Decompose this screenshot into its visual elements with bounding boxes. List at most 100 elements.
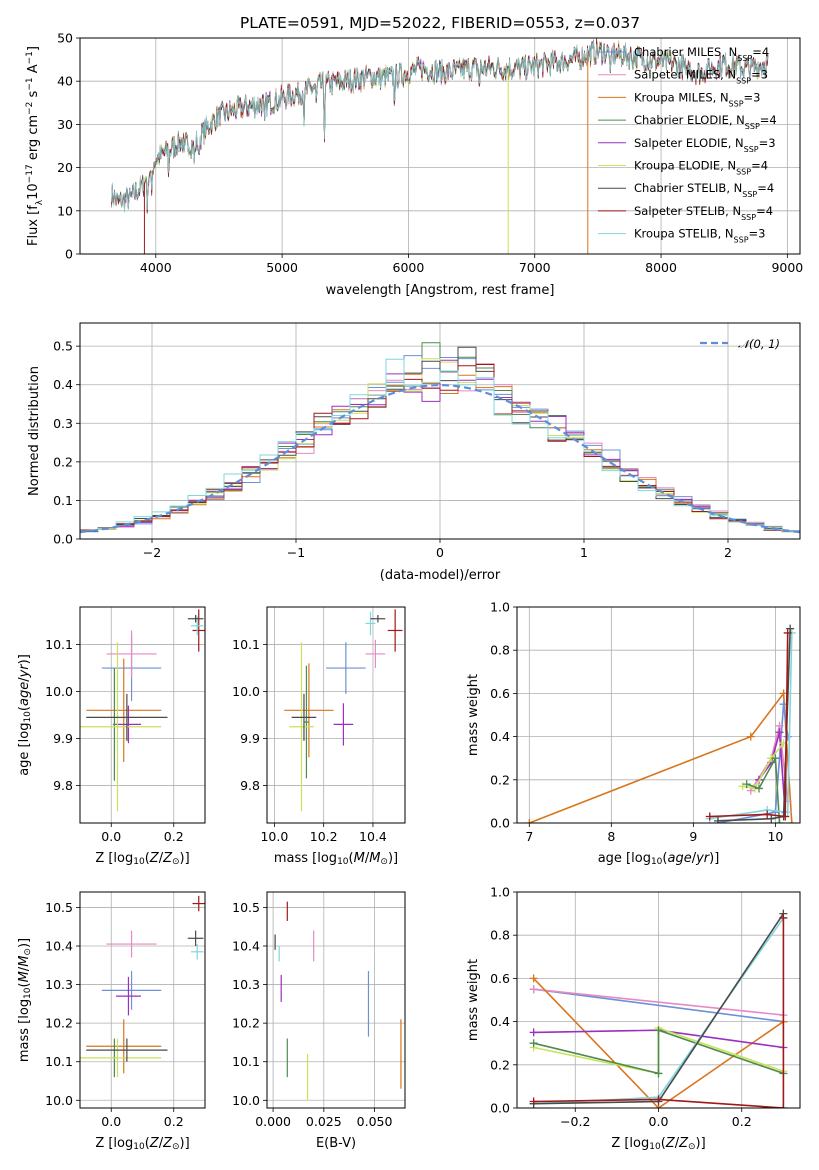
- x-axis-label: E(B-V): [316, 1136, 356, 1151]
- axes-weight-vs-Z: −0.2 0.0 0.2 0.0 0.2 0.4 0.6 0.8 1.0: [490, 885, 800, 1129]
- weight-marker: [529, 974, 538, 983]
- weight-marker: [779, 913, 788, 922]
- legend-entry: Salpeter STELIB, NSSP=4: [634, 204, 773, 222]
- y-tick-label: 10.4: [45, 939, 73, 954]
- x-tick-label: 0.0: [101, 829, 121, 844]
- errorbar-points: [80, 609, 205, 812]
- weight-line: [533, 1029, 784, 1075]
- y-tick-label: 1.0: [490, 600, 510, 615]
- weight-line: [717, 704, 789, 823]
- spectrum-lines: [111, 38, 769, 254]
- axes-mass-vs-Z: 0.0 0.2 10.0 10.1 10.2 10.3 10.4 10.5: [45, 892, 205, 1129]
- spectrum-frame: [79, 37, 801, 255]
- y-tick-label: 0.0: [490, 1101, 510, 1116]
- weight-marker: [767, 814, 776, 823]
- y-tick-label: 10.4: [232, 939, 260, 954]
- y-tick-label: 10.0: [45, 684, 73, 699]
- weight-line: [742, 742, 785, 790]
- weight-marker: [746, 732, 755, 741]
- data-point: [86, 1038, 168, 1062]
- legend-entry: Kroupa ELODIE, NSSP=4: [634, 159, 768, 177]
- data-point: [190, 616, 204, 636]
- data-point: [192, 609, 205, 652]
- x-tick-label: 7000: [519, 260, 551, 275]
- y-tick-label: 0.6: [490, 971, 510, 986]
- weight-marker: [529, 1097, 538, 1106]
- y-tick-label: 10.1: [45, 1054, 73, 1069]
- y-tick-label: 9.9: [240, 731, 260, 746]
- y-tick-label: 30: [57, 117, 73, 132]
- weight-line: [746, 755, 781, 823]
- x-tick-label: −2: [143, 545, 161, 560]
- x-tick-label: 10.4: [359, 829, 387, 844]
- x-axis-label: mass [log10(M/M⊙)]: [274, 851, 398, 867]
- weight-marker: [783, 732, 792, 741]
- data-point: [86, 693, 168, 741]
- data-point: [80, 1038, 162, 1078]
- x-tick-label: 0.025: [306, 1114, 342, 1129]
- x-tick-label: 8: [607, 829, 615, 844]
- axes-weight-vs-age: 7 8 9 10 0.0 0.2 0.4 0.6 0.8 1.0: [490, 600, 800, 844]
- histogram-frame: [79, 322, 801, 540]
- legend-entry: Kroupa STELIB, NSSP=3: [634, 227, 765, 245]
- y-tick-label: 0.4: [490, 729, 510, 744]
- weight-line: [529, 691, 793, 823]
- y-tick-label: 0.6: [490, 686, 510, 701]
- x-tick-label: 10.2: [310, 829, 338, 844]
- data-point: [101, 971, 162, 1010]
- x-tick-label: −1: [287, 545, 305, 560]
- x-tick-label: 0.2: [164, 1114, 184, 1129]
- x-tick-label: 0.050: [357, 1114, 393, 1129]
- weight-frame: [516, 891, 801, 1109]
- data-point: [115, 976, 141, 1016]
- y-tick-label: 0.8: [490, 928, 510, 943]
- weight-line: [750, 725, 789, 802]
- legend: Chabrier MILES, NSSP=4 Salpeter MILES, NS…: [598, 45, 777, 244]
- y-axis-label: Flux [fλ10−17 erg cm−2 s−1 A−1]: [25, 46, 45, 246]
- axes-mass-vs-ebv: 0.000 0.025 0.050 10.0 10.1 10.2 10.3 10.4 10.5: [232, 892, 405, 1129]
- weight-marker: [705, 812, 714, 821]
- y-tick-label: 10.5: [232, 900, 260, 915]
- data-point: [187, 614, 204, 623]
- spectrum-model-line: [111, 40, 769, 213]
- y-axis-label: Normed distribution: [27, 366, 42, 496]
- y-tick-label: 10.1: [232, 1054, 260, 1069]
- y-axis-label: mass [log10(M/M⊙)]: [17, 938, 33, 1062]
- y-tick-label: 10.2: [45, 1016, 73, 1031]
- axes-age-vs-Z: 0.0 0.2 9.8 9.9 10.0 10.1: [45, 607, 205, 844]
- legend-entry: Chabrier STELIB, NSSP=4: [634, 181, 774, 199]
- weight-marker: [525, 819, 534, 823]
- y-tick-label: 0.2: [53, 454, 73, 469]
- data-point: [289, 642, 314, 812]
- data-point: [115, 705, 141, 744]
- legend-entry: Kroupa MILES, NSSP=3: [634, 90, 760, 108]
- y-tick-label: 50: [57, 31, 73, 46]
- y-tick-label: 9.9: [53, 731, 73, 746]
- weight-marker: [781, 812, 790, 821]
- y-tick-label: 10.1: [45, 637, 73, 652]
- weight-line: [709, 632, 789, 818]
- data-point: [86, 1019, 162, 1074]
- y-tick-label: 10.0: [45, 1093, 73, 1108]
- data-point: [112, 668, 116, 781]
- weight-marker: [763, 810, 772, 819]
- x-tick-label: 0.000: [255, 1114, 291, 1129]
- weight-line: [533, 988, 784, 1023]
- data-point: [370, 614, 386, 623]
- weight-line: [533, 917, 785, 1108]
- data-point: [86, 658, 162, 762]
- x-tick-label: 2: [724, 545, 732, 560]
- errorbar-points: [80, 895, 205, 1078]
- legend-entry: Chabrier ELODIE, NSSP=4: [634, 113, 777, 131]
- y-tick-label: 10.2: [232, 1016, 260, 1031]
- data-point: [365, 639, 386, 669]
- x-tick-label: 6000: [393, 260, 425, 275]
- weight-marker: [738, 782, 747, 791]
- weight-line: [709, 632, 793, 820]
- x-tick-label: 10: [767, 829, 783, 844]
- y-tick-label: 0.5: [53, 339, 73, 354]
- y-tick-label: 0.0: [53, 532, 73, 547]
- axes-age-vs-mass: 10.0 10.2 10.4 9.8 9.9 10.0 10.1: [232, 607, 405, 844]
- legend-entry: Salpeter ELODIE, NSSP=3: [634, 136, 776, 154]
